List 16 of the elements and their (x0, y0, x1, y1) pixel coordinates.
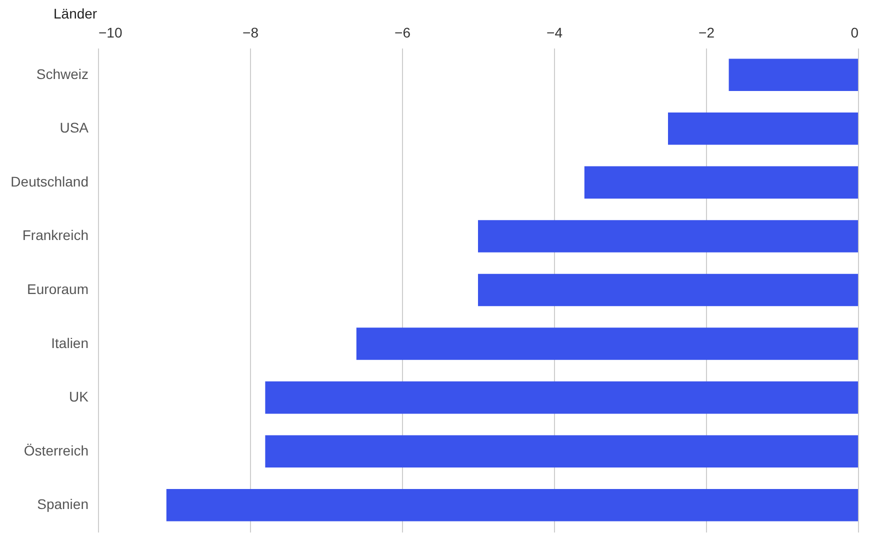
x-tick-label: −2 (698, 24, 715, 40)
y-tick-label: Italien (51, 334, 88, 351)
y-tick-label: UK (69, 388, 90, 405)
y-tick-label: USA (60, 120, 90, 136)
x-tick-label: −6 (394, 24, 411, 40)
y-tick-label: Spanien (37, 496, 88, 512)
x-tick-label: −8 (242, 24, 259, 40)
y-tick-label: Österreich (24, 442, 88, 458)
y-tick-label: Frankreich (22, 227, 88, 244)
x-tick-label: 0 (850, 24, 859, 40)
x-tick-label: −10 (98, 24, 122, 40)
x-tick-label: −4 (546, 24, 563, 40)
y-tick-label: Euroraum (27, 281, 88, 297)
y-tick-label: Schweiz (36, 66, 88, 82)
y-tick-label: Deutschland (10, 173, 88, 190)
y-axis-title: Länder (54, 6, 98, 22)
